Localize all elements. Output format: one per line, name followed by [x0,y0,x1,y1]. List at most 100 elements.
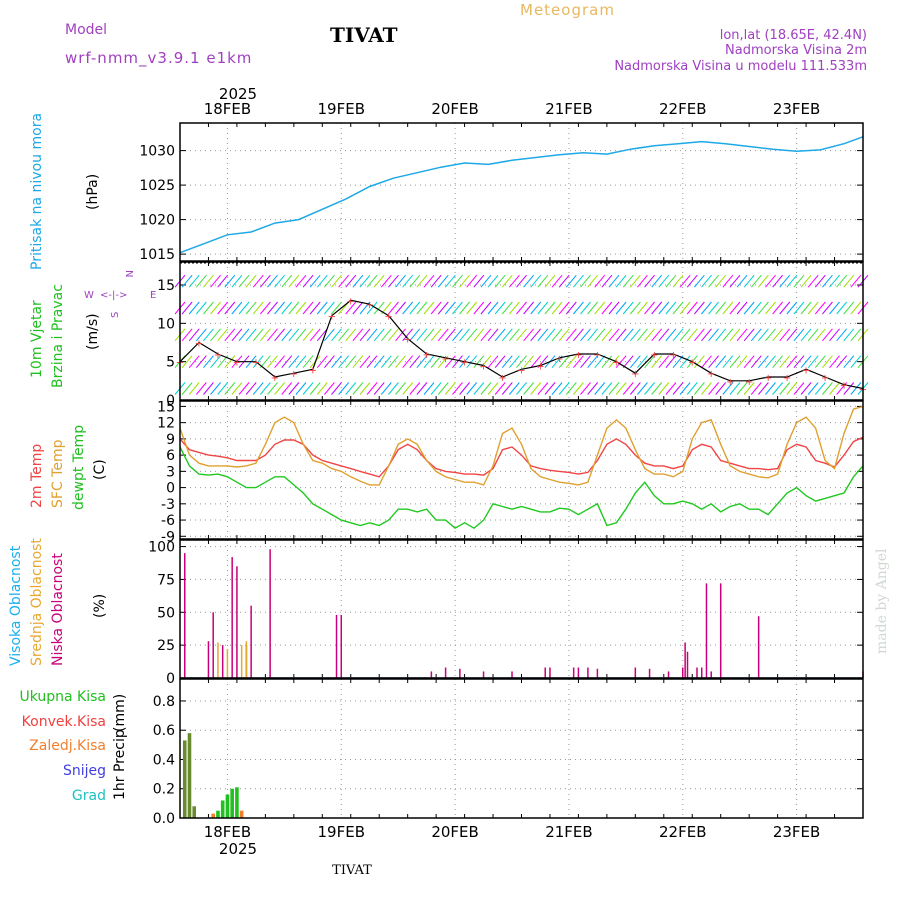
wind-barb [786,328,798,342]
wind-barb [843,355,855,368]
wind-barb [686,274,698,288]
y-tick-label: 9 [166,432,175,448]
wind-barb [402,274,414,288]
wind-barb [338,274,350,288]
wind-barb [331,355,342,368]
wind-barb [359,274,371,288]
wind-barb [629,328,641,342]
wind-barb [629,274,641,288]
wind-barb [423,301,435,315]
wind-barb [295,301,307,315]
model-name: wrf-nmm_v3.9.1 e1km [65,49,252,68]
wind-barb [573,382,584,395]
wind-barb [807,355,819,368]
wind-barb [210,274,221,288]
wind-barb [758,355,769,368]
wind-barb [203,301,214,315]
wind-barb [444,328,456,342]
compass-s: S [110,312,121,318]
wind-barb [288,328,300,342]
wind-barb [829,274,840,288]
wind-barb [316,328,328,342]
wind-barb [302,355,314,368]
wind-barb [637,274,648,288]
wind-ylabel2: Brzina i Pravac [50,284,66,388]
wind-barb [444,274,456,288]
wind-barb [373,301,385,315]
wind-gust-mark: + [271,373,279,384]
wind-barb [779,301,791,315]
wind-barb [388,274,399,288]
wind-barb [210,301,221,315]
wind-barb [693,328,705,342]
wind-barb [701,355,712,368]
wind-barb [409,301,421,315]
wind-barb [395,382,406,395]
wind-barb [380,355,392,368]
wind-barb [302,328,314,342]
y-tick-label: 6 [166,448,175,464]
wind-barb [736,328,748,342]
wind-gust-mark: + [631,369,639,380]
wind-barb [501,355,513,368]
wind-barb [487,274,499,288]
pressure-ylabel: Pritisak na nivou mora [29,113,45,270]
wind-barb [829,355,840,368]
wind-barb [807,301,819,315]
wind-barb [644,382,655,395]
wind-barb [252,301,264,315]
panel-frame [179,678,864,819]
wind-barb [281,301,293,315]
wind-barb [302,301,314,315]
wind-barb [224,301,236,315]
wind-barb [345,301,357,315]
wind-barb [267,355,278,368]
wind-gust-mark: + [688,358,696,369]
wind-barb [473,328,485,342]
wind-barb [551,382,563,395]
wind-barb [224,274,236,288]
wind-barb [772,355,784,368]
wind-barb [359,328,371,342]
wind-barb [487,382,499,395]
precip-bar [187,733,192,818]
wind-barb [480,301,492,315]
wind-barb [444,382,456,395]
wind-barb [281,355,293,368]
bottom-day-labels: 18FEB 19FEB 20FEB 21FEB 22FEB 23FEB [204,823,821,841]
day-label-bottom: 19FEB [318,823,365,841]
elevation-label: Nadmorska Visina 2m [725,43,867,58]
wind-barb [259,355,271,368]
wind-barb [715,274,727,288]
wind-barb [324,301,335,315]
precip-bar [211,813,216,818]
wind-barb [743,355,755,368]
wind-barb [373,274,385,288]
wind-barb [558,328,570,342]
y-tick-label: -9 [161,529,175,545]
precip-bar [230,788,234,818]
wind-barb [203,355,214,368]
wind-gust-mark: + [574,350,582,361]
wind-barb [380,328,392,342]
panel-frame [179,261,864,401]
wind-barb [338,382,350,395]
cloud-ylabel3: Niska Oblacnost [50,553,66,666]
wind-gust-mark: + [366,300,374,311]
y-tick-label: 5 [166,355,175,371]
temp-sfc-line [179,405,864,486]
wind-gust-mark: + [536,362,544,373]
wind-barb [836,274,848,288]
wind-barb [772,274,784,288]
wind-gust-mark: + [403,335,411,346]
wind-barb [366,355,378,368]
wind-barb [487,301,499,315]
wind-gust-mark: + [290,369,298,380]
wind-barb [274,274,285,288]
wind-barb [658,355,670,368]
y-tick-label: 1020 [139,213,175,229]
wind-barb [295,382,307,395]
wind-barb [352,382,364,395]
y-tick-label: 1025 [139,178,175,194]
wind-barb [679,382,691,395]
